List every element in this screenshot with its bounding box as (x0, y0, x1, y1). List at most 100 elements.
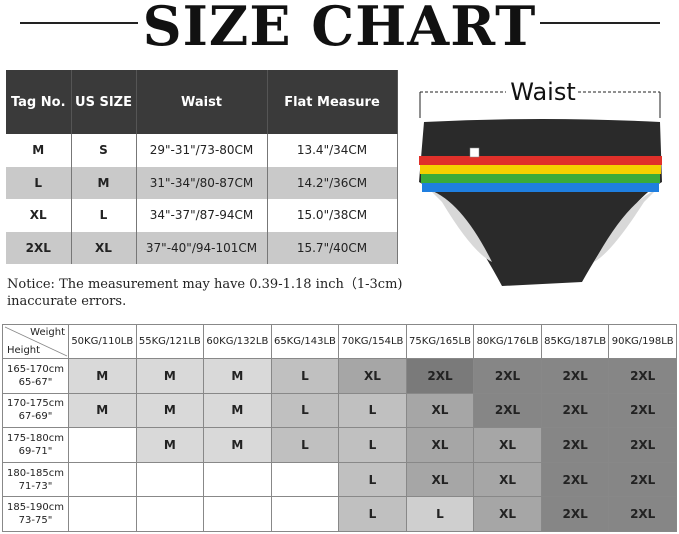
stripe (420, 165, 661, 174)
weight-header: 75KG/165LB (405, 324, 475, 359)
size-cell: 2XL (608, 392, 677, 429)
fit-table-row: 165-170cm 65-67" M M M L XL 2XL 2XL 2XL 2XL (2, 358, 677, 394)
weight-header: 50KG/110LB (68, 324, 137, 359)
size-table-cell: L (71, 199, 137, 232)
size-table-cell: 37"-40"/94-101CM (136, 231, 268, 264)
size-cell: L (270, 392, 340, 429)
size-cell: L (338, 392, 407, 429)
size-table-header: Flat Measure (267, 70, 398, 134)
size-cell: M (135, 392, 205, 429)
height-inches: 69-71" (18, 445, 53, 457)
size-cell: L (338, 496, 407, 532)
height-cm: 180-185cm (6, 467, 65, 479)
size-recommendation-table: Weight Height 50KG/110LB 55KG/121LB 60KG/132… (2, 324, 677, 532)
rainbow-tag-icon (469, 147, 480, 158)
size-table-cell: 14.2"/36CM (267, 166, 398, 199)
size-cell (135, 461, 205, 498)
swim-brief-diagram: Waist (419, 78, 662, 286)
size-table-cell: XL (71, 231, 137, 264)
size-cell: 2XL (608, 427, 677, 463)
size-table-cell: M (71, 166, 137, 199)
weight-header: 55KG/121LB (135, 324, 205, 359)
weight-header: 85KG/187LB (540, 324, 610, 359)
stripe (422, 183, 659, 192)
size-table-cell: L (6, 166, 72, 199)
size-cell (68, 496, 137, 532)
size-table-cell: 34"-37"/87-94CM (136, 199, 268, 232)
size-table-header: Tag No. (6, 70, 72, 134)
stripe (421, 174, 660, 183)
size-table-row: L M 31"-34"/80-87CM 14.2"/36CM (6, 166, 398, 199)
height-header: 175-180cm 69-71" (2, 427, 69, 463)
size-cell: L (270, 427, 340, 463)
size-cell (270, 496, 340, 532)
size-cell: 2XL (473, 358, 542, 394)
size-cell (68, 461, 137, 498)
brief-body (419, 119, 662, 286)
size-cell: M (135, 427, 205, 463)
size-cell: L (338, 427, 407, 463)
size-cell: XL (405, 461, 475, 498)
size-cell: 2XL (608, 461, 677, 498)
notice-text: Notice: The measurement may have 0.39-1.… (7, 277, 403, 309)
size-table-cell: 15.0"/38CM (267, 199, 398, 232)
corner-header: Weight Height (2, 324, 69, 359)
weight-axis-label: Weight (30, 327, 65, 338)
height-header: 165-170cm 65-67" (2, 358, 69, 394)
fit-table-row: 170-175cm 67-69" M M M L L XL 2XL 2XL 2XL (2, 392, 677, 429)
size-cell: 2XL (405, 358, 475, 394)
weight-header: 70KG/154LB (338, 324, 407, 359)
fit-table-row: 180-185cm 71-73" L XL XL 2XL 2XL (2, 461, 677, 498)
size-cell (135, 496, 205, 532)
size-cell (68, 427, 137, 463)
size-cell: XL (405, 427, 475, 463)
size-cell: L (338, 461, 407, 498)
size-cell (203, 461, 272, 498)
height-cm: 165-170cm (6, 363, 65, 375)
size-cell: 2XL (540, 496, 610, 532)
height-axis-label: Height (7, 345, 41, 356)
size-table: Tag No. US SIZE Waist Flat Measure M S 29"-31… (6, 70, 398, 264)
size-cell: 2XL (540, 358, 610, 394)
size-cell: M (203, 427, 272, 463)
height-header: 170-175cm 67-69" (2, 392, 69, 429)
size-table-row: 2XL XL 37"-40"/94-101CM 15.7"/40CM (6, 231, 398, 264)
size-cell: 2XL (540, 392, 610, 429)
size-table-cell: S (71, 134, 137, 167)
size-table-row: XL L 34"-37"/87-94CM 15.0"/38CM (6, 199, 398, 232)
height-cm: 170-175cm (6, 398, 65, 410)
height-inches: 73-75" (18, 515, 53, 527)
size-table-cell: 15.7"/40CM (267, 231, 398, 264)
size-table-cell: XL (6, 199, 72, 232)
title-rule-right (540, 22, 660, 24)
weight-header: 80KG/176LB (473, 324, 542, 359)
height-header: 185-190cm 73-75" (2, 496, 69, 532)
rainbow-stripes (419, 156, 662, 192)
size-cell: 2XL (473, 392, 542, 429)
size-cell: 2XL (540, 427, 610, 463)
size-cell: M (203, 358, 272, 394)
size-cell: XL (405, 392, 475, 429)
size-table-row: M S 29"-31"/73-80CM 13.4"/34CM (6, 134, 398, 167)
height-inches: 71-73" (18, 480, 53, 492)
weight-header: 65KG/143LB (270, 324, 340, 359)
size-cell: XL (338, 358, 407, 394)
size-cell: 2XL (540, 461, 610, 498)
weight-header: 60KG/132LB (203, 324, 272, 359)
height-cm: 185-190cm (6, 502, 65, 514)
size-table-cell: 2XL (6, 231, 72, 264)
size-cell: XL (473, 496, 542, 532)
size-table-header: US SIZE (71, 70, 137, 134)
height-inches: 67-69" (18, 411, 53, 423)
size-cell: XL (473, 461, 542, 498)
waist-label: Waist (510, 78, 575, 106)
size-cell: M (135, 358, 205, 394)
size-cell: L (270, 358, 340, 394)
fit-table-row: 175-180cm 69-71" M M L L XL XL 2XL 2XL (2, 427, 677, 463)
size-cell: L (405, 496, 475, 532)
height-cm: 175-180cm (6, 432, 65, 444)
fit-table-row: 185-190cm 73-75" L L XL 2XL 2XL (2, 496, 677, 532)
size-table-cell: 31"-34"/80-87CM (136, 166, 268, 199)
stripe (419, 156, 662, 165)
height-header: 180-185cm 71-73" (2, 461, 69, 498)
